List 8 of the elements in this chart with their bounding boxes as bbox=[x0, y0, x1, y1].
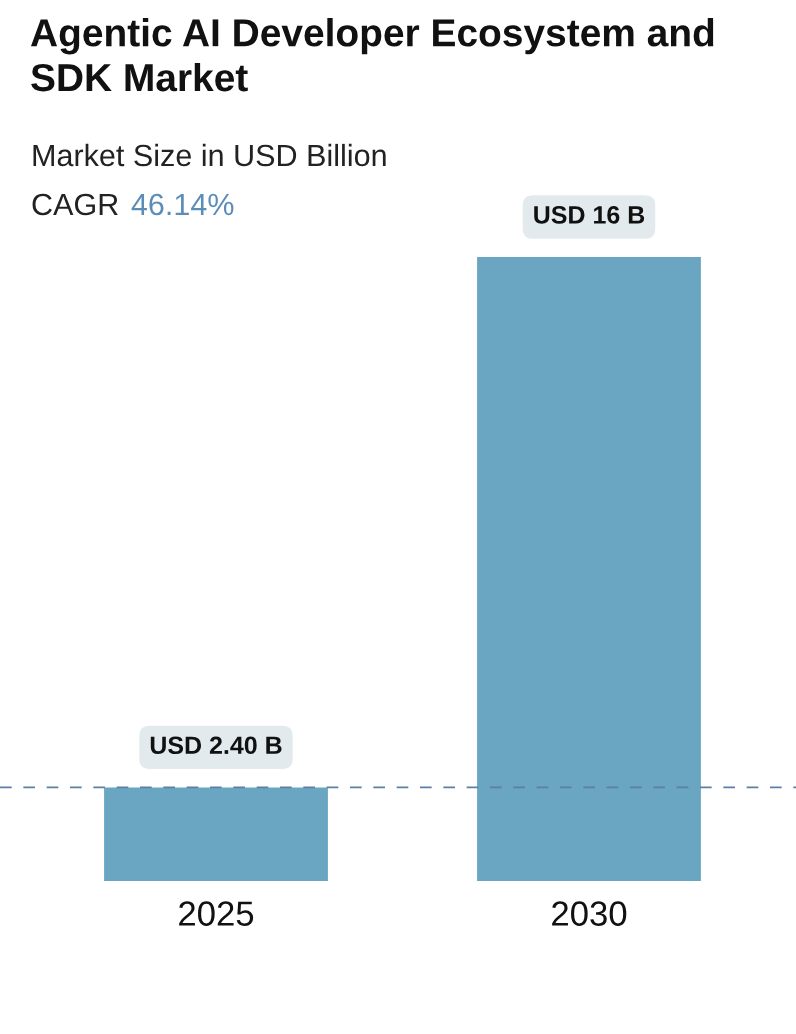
text: CAGR bbox=[32, 193, 118, 216]
chart-subtitle: Market Size in USD Billion bbox=[33, 143, 386, 167]
chart-title: Agentic AI Developer Ecosystem and SDK Market bbox=[30, 18, 714, 92]
data-label: USD 2.40 B bbox=[150, 736, 282, 755]
x-tick-label: 2025 bbox=[179, 901, 254, 926]
text: 46.14% bbox=[131, 193, 234, 216]
x-tick-label: 2030 bbox=[552, 901, 627, 926]
data-label: USD 16 B bbox=[534, 206, 645, 224]
